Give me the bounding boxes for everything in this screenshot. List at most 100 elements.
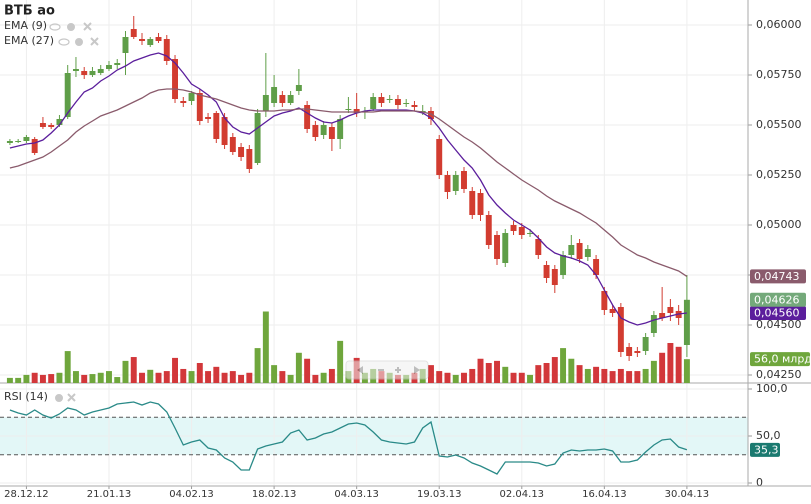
y-tick-label: 0,06000	[756, 18, 802, 31]
volume-bar	[188, 371, 195, 383]
volume-bar	[675, 346, 682, 383]
volume-bar	[477, 358, 484, 383]
gear-icon[interactable]	[55, 394, 63, 402]
candle-body	[560, 255, 567, 275]
volume-bar	[39, 374, 46, 383]
volume-bar	[502, 366, 509, 383]
navigator[interactable]	[345, 360, 429, 380]
volume-bar	[122, 360, 129, 383]
candle-body	[139, 39, 145, 41]
volume-bar	[229, 371, 236, 383]
candle-body	[345, 109, 352, 110]
volume-bar	[205, 371, 212, 383]
candle-body	[180, 101, 187, 103]
volume-bar	[221, 372, 228, 383]
volume-bar	[320, 372, 327, 383]
candle-body	[172, 59, 179, 99]
volume-bar	[494, 360, 500, 383]
gear-icon[interactable]	[67, 23, 75, 31]
x-tick-label: 28.12.12	[4, 489, 49, 500]
volume-bar	[634, 371, 641, 383]
y-tick-label: 0	[756, 476, 763, 489]
candle-body	[452, 175, 459, 191]
volume-bar	[444, 372, 451, 383]
volume-bar	[535, 365, 542, 383]
volume-bar	[485, 362, 492, 383]
candle-body	[238, 147, 245, 157]
volume-bar	[238, 374, 245, 383]
volume-bar	[213, 366, 220, 383]
nav-zoom-in[interactable]	[395, 367, 401, 373]
candle-body	[427, 111, 434, 119]
candle-body	[444, 175, 451, 192]
x-tick-label: 21.01.13	[87, 489, 132, 500]
candle-body	[89, 71, 96, 75]
nav-right[interactable]	[414, 366, 420, 374]
candle-body	[667, 307, 674, 313]
candle-body	[246, 149, 253, 169]
candle-body	[97, 69, 104, 73]
volume-bar	[254, 348, 261, 383]
value-tag	[750, 352, 810, 367]
volume-bar	[172, 357, 179, 383]
x-tick-label: 16.04.13	[582, 489, 627, 500]
nav-left[interactable]	[357, 366, 363, 374]
x-tick-label: 04.02.13	[169, 489, 214, 500]
ema-line	[9, 52, 687, 326]
volume-bar	[246, 372, 253, 383]
candle-body	[502, 233, 509, 263]
volume-bar	[163, 371, 170, 383]
y-tick-label: 0,05750	[756, 68, 802, 81]
volume-bar	[97, 372, 104, 383]
candle-body	[485, 215, 492, 245]
candle-body	[279, 95, 286, 103]
volume-bar	[106, 371, 112, 383]
candle-body	[15, 141, 22, 142]
candle-body	[23, 137, 30, 141]
volume-bar	[568, 358, 575, 383]
candle-body	[469, 191, 476, 215]
value-tag	[750, 269, 806, 284]
value-tag	[750, 292, 806, 307]
eye-icon[interactable]	[58, 38, 70, 46]
candle-body	[403, 103, 410, 104]
close-icon[interactable]	[90, 37, 99, 46]
volume-bar	[510, 372, 517, 383]
y-tick-label: 0,05500	[756, 118, 802, 131]
volume-bar	[23, 374, 30, 383]
value-tag-label: 56,0 млрд	[754, 353, 811, 366]
value-tag	[750, 306, 806, 320]
legend-entry: EMA (27)	[4, 34, 54, 47]
volume-bar	[469, 368, 476, 383]
legend-icons[interactable]	[49, 22, 99, 402]
volume-bar	[89, 374, 96, 383]
volume-bar	[114, 377, 121, 383]
close-icon[interactable]	[83, 22, 92, 31]
volume-bar	[295, 352, 302, 383]
eye-icon[interactable]	[49, 23, 61, 31]
y-tick-label: 0,04250	[756, 368, 802, 381]
gear-icon[interactable]	[75, 38, 83, 46]
close-icon[interactable]	[67, 393, 76, 402]
chart-title: ВТБ ао	[4, 4, 55, 19]
navigator-bar[interactable]	[345, 360, 429, 380]
candle-body	[634, 351, 641, 353]
candle-body	[72, 69, 79, 71]
candle-body	[461, 171, 467, 189]
candle-body	[527, 233, 534, 234]
value-tag-label: 0,04743	[754, 270, 800, 283]
candle-body	[196, 93, 203, 121]
candle-body	[221, 117, 228, 145]
volume-bar	[328, 368, 335, 383]
volume-bar	[551, 357, 558, 383]
candle-body	[617, 307, 624, 352]
volume-bar	[72, 371, 79, 383]
volume-bar	[617, 368, 624, 383]
candle-body	[477, 193, 484, 215]
candle-body	[262, 95, 269, 111]
candle-body	[205, 117, 212, 119]
candle-body	[6, 141, 13, 143]
candle-body	[626, 347, 633, 356]
volume-bar	[31, 372, 38, 383]
